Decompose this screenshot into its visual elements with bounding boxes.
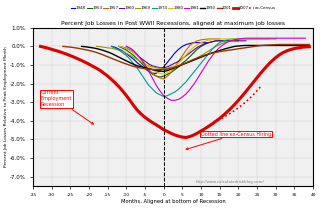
X-axis label: Months, Aligned at bottom of Recession: Months, Aligned at bottom of Recession: [121, 199, 226, 204]
Title: Percent Job Losses in Post WWII Recessions, aligned at maximum job losses: Percent Job Losses in Post WWII Recessio…: [61, 21, 285, 26]
Text: Dotted line ex-Census Hiring: Dotted line ex-Census Hiring: [186, 132, 271, 150]
Legend: 1948, 1953, 1957, 1960, 1969, 1974, 1980, 1981, 1990, 2001, 2007, ex-Census: 1948, 1953, 1957, 1960, 1969, 1974, 1980…: [69, 5, 277, 12]
Text: Current
Employment
Recession: Current Employment Recession: [41, 90, 93, 124]
Y-axis label: Percent Job Losses Relative to Peak Employment Month: Percent Job Losses Relative to Peak Empl…: [4, 46, 8, 167]
Text: http://www.calculatedriskblog.com/: http://www.calculatedriskblog.com/: [196, 180, 264, 184]
